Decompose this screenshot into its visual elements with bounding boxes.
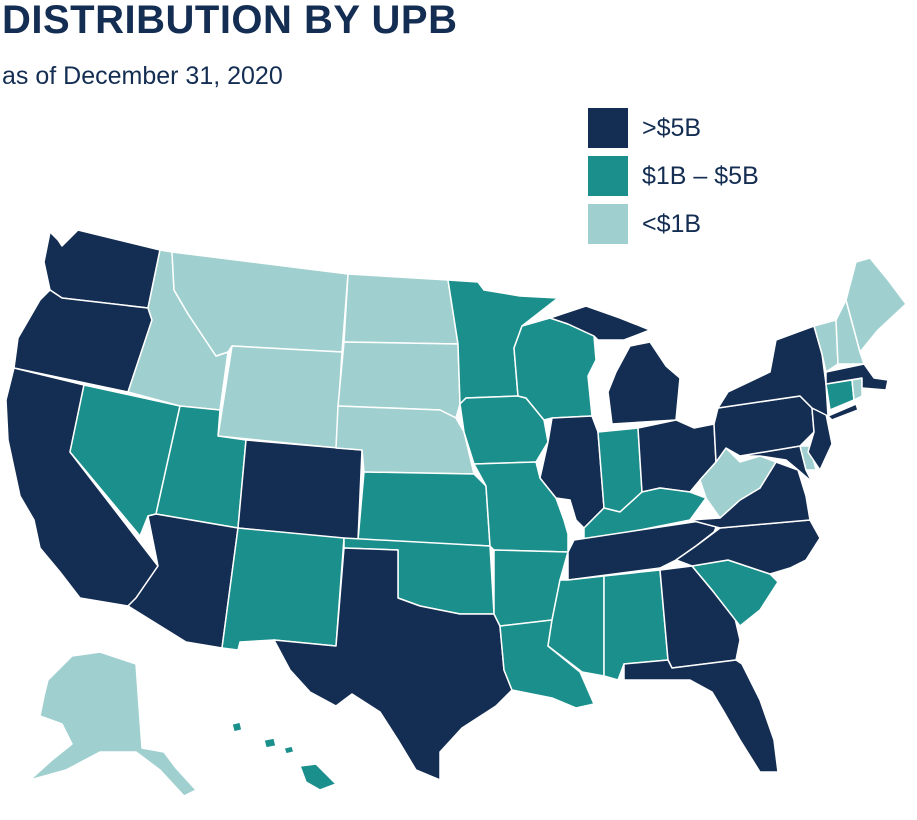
state-tx[interactable] (273, 547, 513, 781)
state-vt[interactable] (813, 319, 839, 373)
state-nh[interactable] (835, 299, 865, 365)
state-il[interactable] (539, 415, 605, 529)
legend-label-low: <$1B (642, 209, 702, 238)
state-wa[interactable] (43, 229, 161, 309)
state-ia[interactable] (459, 395, 549, 465)
page-subtitle: as of December 31, 2020 (2, 62, 283, 90)
state-ri[interactable] (851, 377, 863, 401)
state-ct[interactable] (825, 379, 855, 411)
legend-label-high: >$5B (642, 113, 702, 142)
state-hi[interactable] (231, 721, 337, 791)
state-wy[interactable] (217, 345, 343, 449)
legend-item-mid: $1B – $5B (588, 156, 759, 196)
legend-swatch-mid (588, 156, 628, 196)
state-co[interactable] (237, 439, 363, 541)
state-ma[interactable] (825, 363, 889, 391)
state-nd[interactable] (343, 273, 459, 345)
legend-item-low: <$1B (588, 204, 759, 244)
legend-swatch-high (588, 108, 628, 148)
legend-label-mid: $1B – $5B (642, 161, 759, 190)
state-nm[interactable] (221, 527, 345, 651)
state-fl[interactable] (623, 659, 779, 773)
state-de[interactable] (799, 445, 817, 471)
state-ks[interactable] (357, 471, 491, 547)
state-ak[interactable] (29, 651, 197, 797)
state-me[interactable] (845, 257, 907, 353)
state-ca[interactable] (5, 367, 159, 607)
legend-swatch-low (588, 204, 628, 244)
legend-item-high: >$5B (588, 108, 759, 148)
legend: >$5B $1B – $5B <$1B (588, 108, 759, 252)
state-mi[interactable] (549, 305, 681, 425)
page-title: DISTRIBUTION BY UPB (2, 0, 458, 42)
